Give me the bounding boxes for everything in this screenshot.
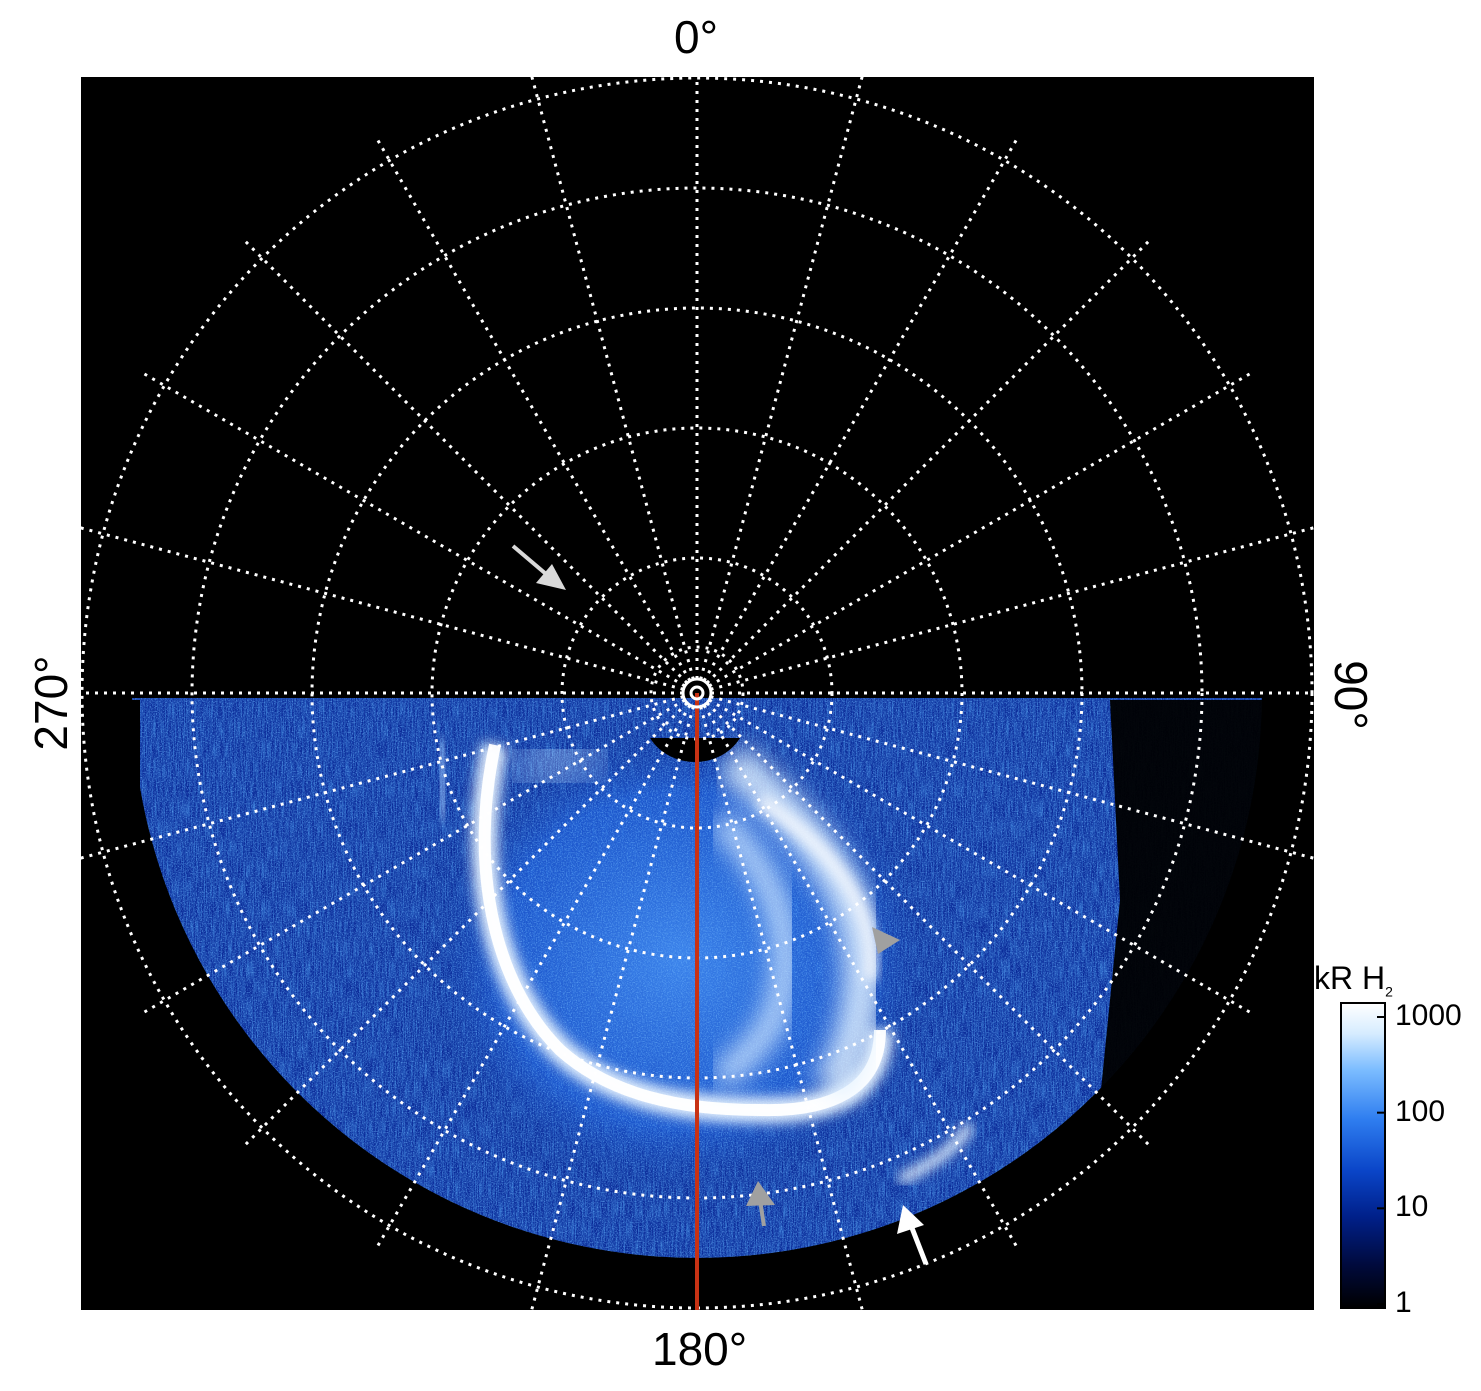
pole-marker-outer <box>681 677 713 709</box>
label-left-270deg: 270° <box>25 655 77 751</box>
arrow-bottom-white <box>897 1205 929 1265</box>
colorbar-tick-label: 1000 <box>1395 999 1462 1032</box>
colorbar-tick-label: 100 <box>1395 1094 1446 1128</box>
pole-marker-inner <box>689 685 705 701</box>
colorbar-unit-main: kR H <box>1314 960 1386 996</box>
colorbar <box>1340 1002 1386 1309</box>
arrow-upper-left <box>511 544 566 590</box>
colorbar-unit-subscript: 2 <box>1385 983 1393 1000</box>
colorbar-tick-label: 1 <box>1395 1286 1412 1319</box>
arrow-bottom-grey <box>746 1181 775 1227</box>
colorbar-tick-label: 10 <box>1395 1190 1429 1224</box>
label-top-0deg: 0° <box>674 11 718 63</box>
latitude-circle <box>560 556 834 830</box>
label-right-90deg: 90° <box>1325 660 1377 730</box>
label-bottom-180deg: 180° <box>652 1323 748 1375</box>
colorbar-unit-label: kR H2 <box>1314 960 1393 999</box>
arrow-right-grey <box>872 927 900 954</box>
